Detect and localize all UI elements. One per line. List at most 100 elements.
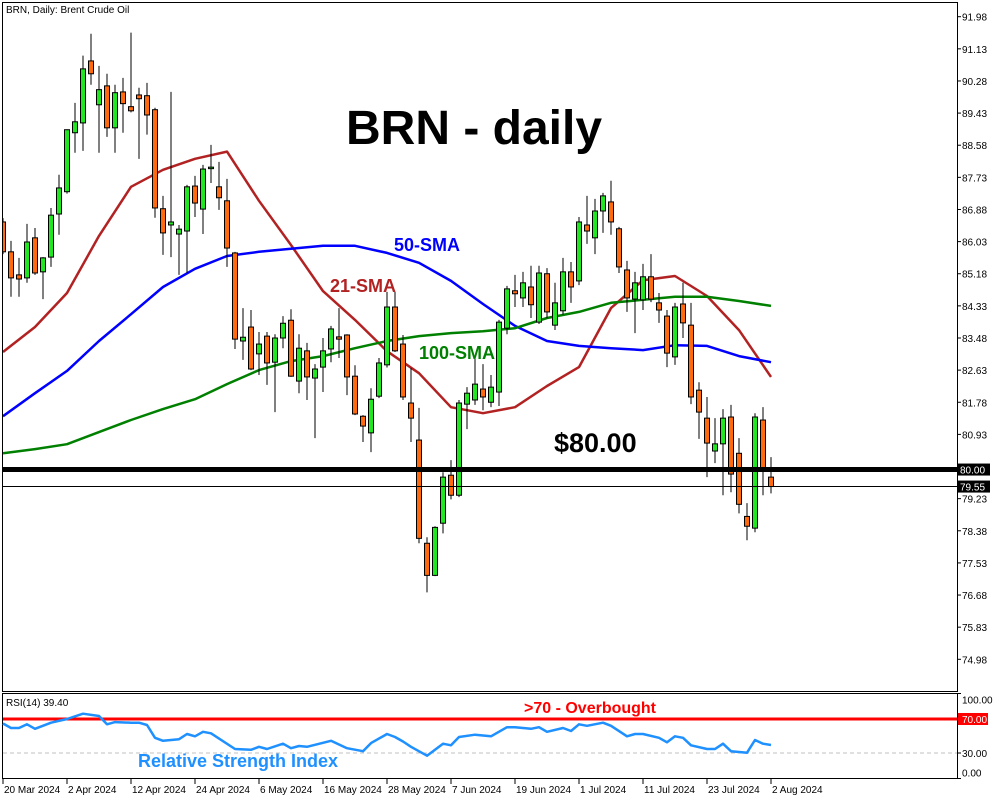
rsi-header: RSI(14) 39.40 (6, 698, 69, 709)
date-tick-label: 6 May 2024 (260, 785, 313, 796)
candle-body-bull (640, 276, 646, 301)
candle-body-bull (600, 195, 606, 212)
candle-body-bear (400, 343, 406, 398)
candle (168, 91, 174, 258)
candle (656, 293, 662, 323)
candle (64, 129, 70, 194)
price-tick-label: 90.28 (962, 77, 987, 88)
candle (24, 223, 30, 283)
rsi-series (2, 712, 772, 757)
candle-body-bear (88, 60, 94, 75)
candle-body-bear (448, 474, 454, 496)
candle (496, 319, 502, 407)
candle (624, 260, 630, 312)
candle-body-bear (656, 302, 662, 311)
candle-body-bear (648, 276, 654, 300)
candle-body-bull (320, 350, 326, 368)
candle-body-bull (64, 129, 70, 193)
candle-body-bear (480, 388, 486, 398)
candle (592, 198, 598, 255)
candle (448, 460, 454, 500)
candle-body-bull (456, 402, 462, 496)
price-tick-label: 76.68 (962, 591, 987, 602)
candle (344, 334, 350, 396)
candle (368, 388, 374, 453)
price-tick-label: 87.73 (962, 173, 987, 184)
candle-body-bear (664, 315, 670, 354)
candle (616, 226, 622, 273)
candle-body-bear (568, 271, 574, 288)
candle (728, 404, 734, 493)
candle-body-bull (208, 166, 214, 170)
candle (304, 342, 310, 400)
candle (272, 334, 278, 413)
candle (480, 364, 486, 411)
candle (16, 257, 22, 297)
candle (472, 356, 478, 405)
rsi-panel-frame (2, 693, 958, 779)
main-title-annotation: BRN - daily (346, 102, 602, 155)
candle (152, 107, 158, 218)
price-tick-label: 82.63 (962, 366, 987, 377)
candle-body-bear (768, 476, 774, 488)
candle (560, 257, 566, 315)
rsi-name-label: Relative Strength Index (138, 751, 338, 771)
candle (8, 240, 14, 297)
date-tick-label: 12 Apr 2024 (132, 785, 186, 796)
candle (176, 224, 182, 275)
candle (432, 526, 438, 577)
candle (136, 87, 142, 159)
candle-body-bull (712, 443, 718, 452)
candle (376, 358, 382, 399)
candle (384, 291, 390, 368)
candle-body-bull (328, 328, 334, 350)
candle-body-bear (144, 95, 150, 116)
candle (120, 77, 126, 133)
candle (256, 331, 262, 376)
candle (544, 268, 550, 319)
candle-body-bull (368, 398, 374, 434)
candle-body-bull (536, 272, 542, 323)
candle (312, 364, 318, 439)
candle-body-bear (152, 109, 158, 209)
candle (712, 418, 718, 464)
level-80-annotation: $80.00 (554, 428, 637, 458)
candle-body-bull (48, 214, 54, 258)
price-tick-label: 79.23 (962, 495, 987, 506)
candle (336, 308, 342, 359)
candle (416, 407, 422, 544)
candle (128, 32, 134, 113)
date-tick-label: 7 Jun 2024 (452, 785, 502, 796)
candle (632, 271, 638, 334)
candle-body-bull (24, 241, 30, 279)
candle (296, 334, 302, 394)
rsi-axis: 100.00 70.00 30.00 0.00 (957, 693, 993, 780)
candle-body-bull (464, 392, 470, 405)
candle-body-bull (240, 336, 246, 342)
candle (32, 228, 38, 275)
candle (392, 291, 398, 352)
candle-body-bear (544, 273, 550, 313)
candle (280, 316, 286, 349)
candle (752, 413, 758, 533)
candle-body-bear (744, 515, 750, 527)
candle-body-bear (360, 415, 366, 427)
candle-body-bear (224, 200, 230, 249)
price-label-text: 79.55 (960, 483, 985, 494)
candle (704, 396, 710, 478)
rsi-tick-label: 30.00 (962, 749, 987, 760)
candle-body-bear (128, 106, 134, 112)
candle-body-bear (416, 439, 422, 539)
candle (424, 537, 430, 593)
candle-body-bull (80, 68, 86, 124)
candle-body-bear (8, 251, 14, 279)
date-tick-label: 2 Apr 2024 (68, 785, 117, 796)
candle-body-bear (528, 286, 534, 306)
candle-body-bear (760, 419, 766, 469)
price-tick-label: 77.53 (962, 559, 987, 570)
candle-body-bull (296, 347, 302, 382)
price-tick-label: 84.33 (962, 302, 987, 313)
candle-body-bear (392, 306, 398, 352)
